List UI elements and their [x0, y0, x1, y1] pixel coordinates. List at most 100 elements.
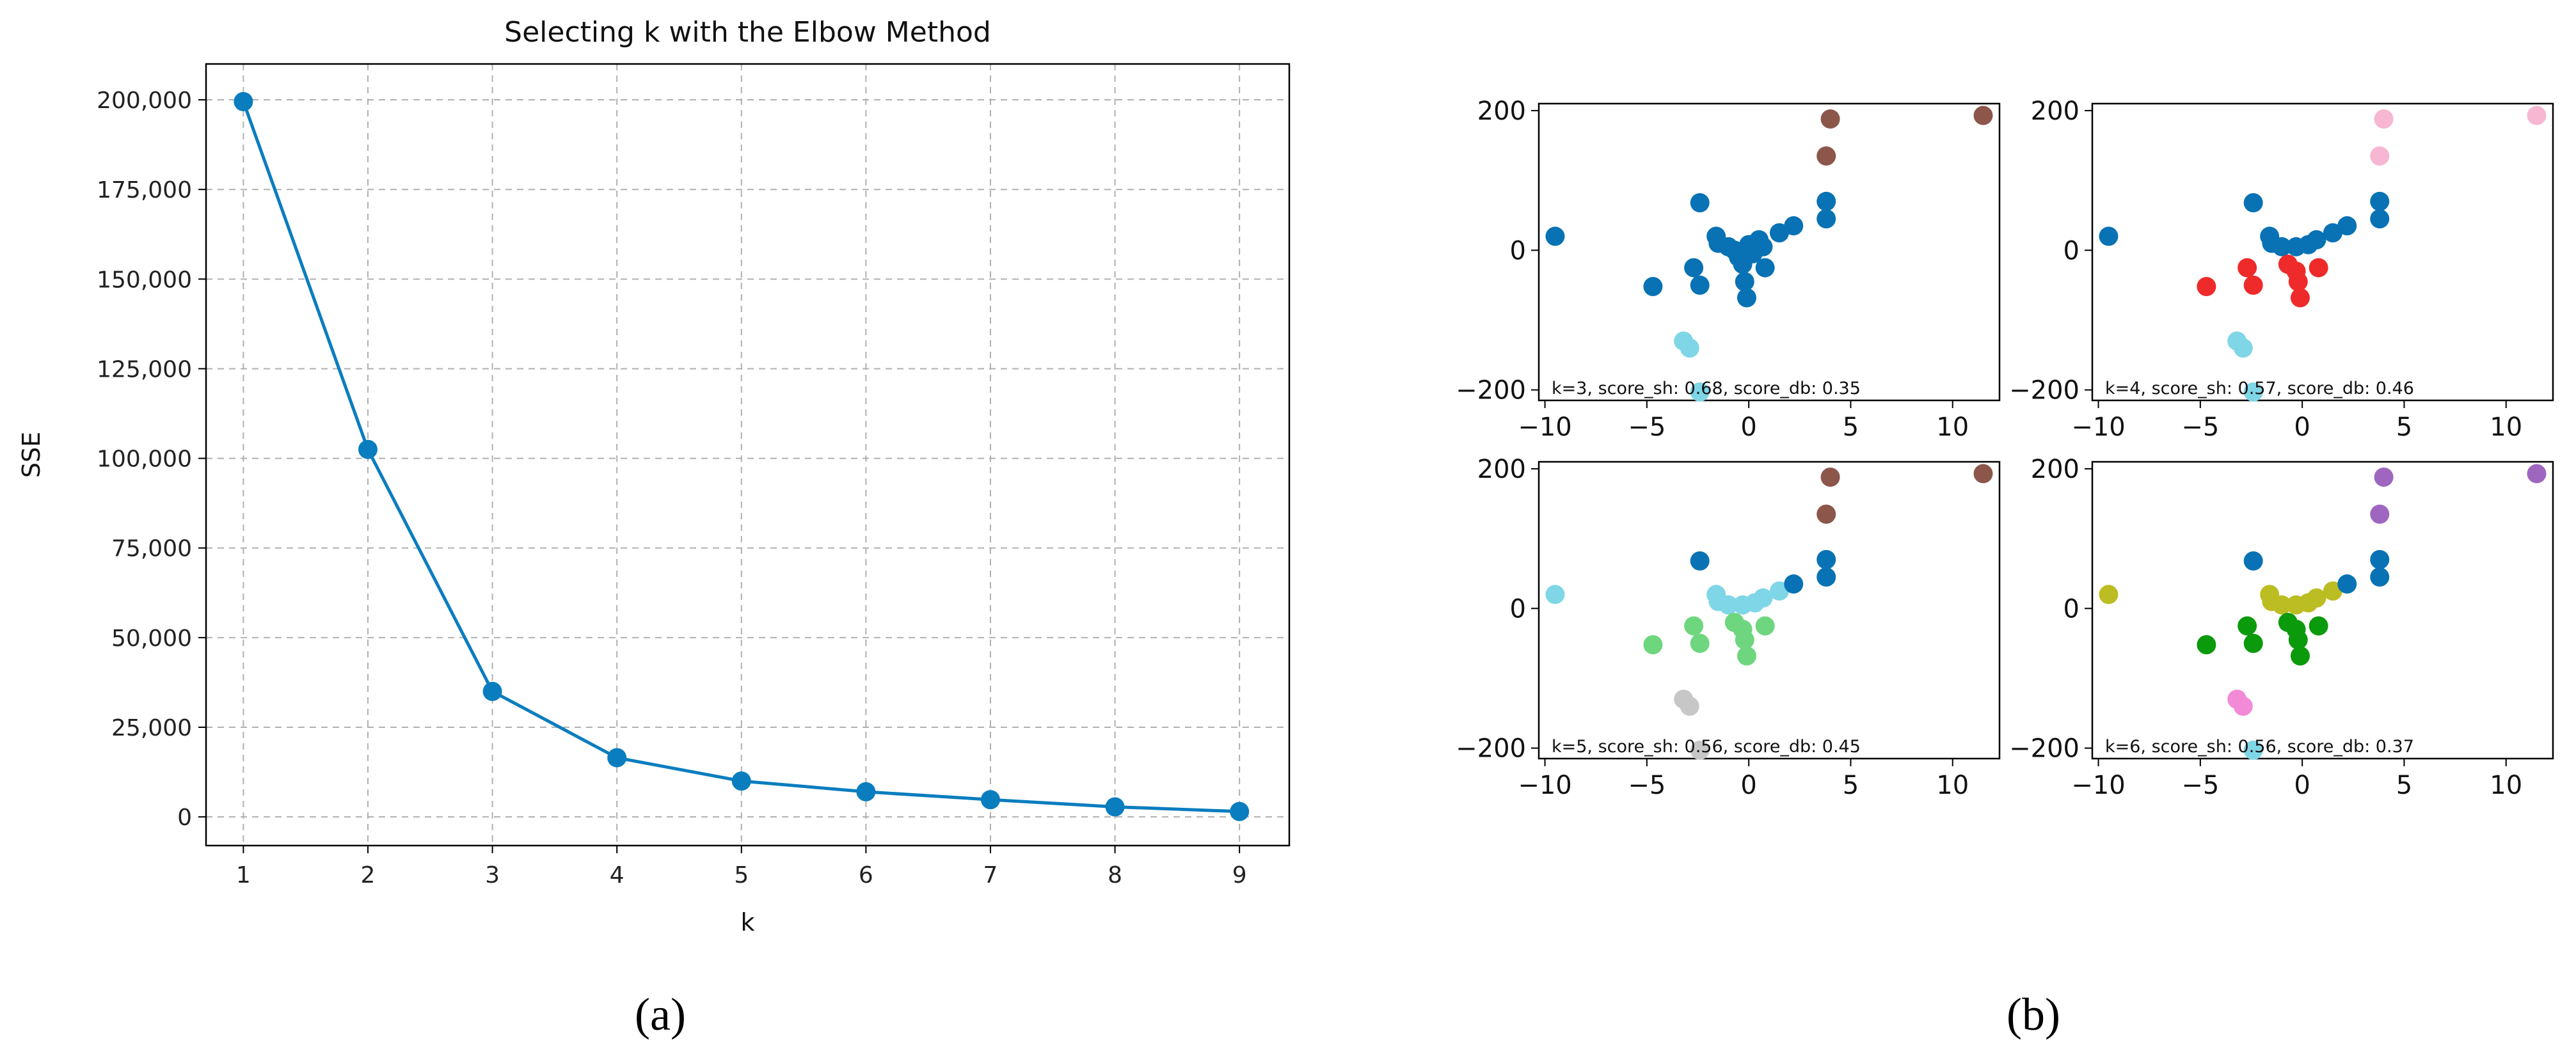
- x-tick-label: −10: [1518, 413, 1571, 442]
- cluster-point: [1690, 551, 1710, 571]
- y-tick-label: 0: [1510, 236, 1526, 265]
- y-tick-label: 0: [1510, 594, 1526, 624]
- x-tick-label: 9: [1232, 862, 1247, 888]
- cluster-point: [2243, 633, 2263, 653]
- y-tick-label: 200,000: [97, 88, 192, 114]
- cluster-point: [2337, 216, 2357, 236]
- cluster-point: [1690, 633, 1710, 653]
- cluster-point: [1753, 588, 1773, 608]
- cluster-point: [2307, 588, 2326, 608]
- caption-b: (b): [2007, 989, 2060, 1040]
- cluster-point: [2370, 209, 2390, 229]
- x-tick-label: 8: [1108, 862, 1122, 888]
- cluster-point: [1643, 277, 1663, 297]
- cluster-point: [1690, 275, 1710, 295]
- cluster-point: [1735, 272, 1754, 292]
- x-tick-label: −10: [2071, 771, 2125, 800]
- x-tick-label: 3: [485, 862, 500, 888]
- cluster-point: [2370, 191, 2390, 211]
- data-point: [856, 782, 876, 801]
- x-tick-label: 0: [2294, 771, 2310, 800]
- cluster-point: [2323, 223, 2342, 242]
- cluster-point: [2370, 504, 2390, 524]
- cluster-point: [2243, 193, 2263, 213]
- data-point: [234, 91, 253, 111]
- y-tick-label: 100,000: [97, 446, 192, 473]
- chart-title: Selecting k with the Elbow Method: [504, 16, 991, 49]
- y-tick-label: 200: [1477, 97, 1526, 126]
- x-tick-label: 5: [2396, 771, 2412, 800]
- plot-frame: [205, 63, 1291, 847]
- cluster-point: [1820, 468, 1840, 487]
- cluster-point: [2370, 549, 2390, 569]
- cluster-panel-k3: −10 −5 0 5 10 −200 0 200 k=3, score_sh: 0.68, sc…: [1456, 97, 2001, 442]
- cluster-point: [1753, 237, 1773, 256]
- cluster-point: [1784, 216, 1804, 236]
- x-tick-label: 10: [1936, 771, 1969, 800]
- cluster-point: [2527, 464, 2547, 484]
- cluster-point: [1755, 616, 1775, 636]
- cluster-point: [1817, 549, 1836, 569]
- cluster-point: [1684, 258, 1704, 278]
- cluster-point: [1973, 106, 1993, 125]
- caption-a: (a): [635, 989, 686, 1040]
- y-tick-label: 150,000: [97, 267, 192, 293]
- data-point: [980, 790, 1000, 810]
- x-tick-label: 0: [1740, 771, 1756, 800]
- cluster-point: [2374, 109, 2394, 129]
- cluster-point: [2290, 288, 2310, 308]
- cluster-point: [1737, 646, 1756, 666]
- x-tick-label: −5: [2181, 771, 2219, 800]
- cluster-point: [2099, 226, 2119, 246]
- cluster-panel-k5: −10 −5 0 5 10 −200 0 200 k=5, score_sh: 0.56, sc…: [1456, 455, 2001, 800]
- x-tick-label: 10: [2490, 771, 2522, 800]
- cluster-panel-k6: −10 −5 0 5 10 −200 0 200 k=6, score_sh: 0.56, sc…: [2009, 455, 2554, 800]
- cluster-point: [2288, 630, 2308, 650]
- x-tick-label: 5: [2396, 413, 2412, 442]
- x-tick-label: 4: [610, 862, 624, 888]
- data-point: [1230, 801, 1250, 821]
- cluster-panel-k4: −10 −5 0 5 10 −200 0 200 k=4, score_sh: 0.57, sc…: [2009, 97, 2554, 442]
- y-tick-label: 200: [2031, 97, 2079, 126]
- cluster-point: [2243, 275, 2263, 295]
- x-tick-label: 0: [1740, 413, 1756, 442]
- cluster-point: [1817, 146, 1836, 166]
- cluster-point: [1737, 288, 1756, 308]
- cluster-point: [2238, 258, 2257, 278]
- x-axis-label: k: [740, 908, 754, 936]
- y-tick-label: −200: [1456, 734, 1526, 764]
- x-tick-label: 5: [1843, 771, 1859, 800]
- x-tick-label: 5: [734, 862, 749, 888]
- x-tick-label: 6: [859, 862, 873, 888]
- cluster-point: [2288, 272, 2308, 292]
- data-point: [482, 681, 502, 701]
- cluster-point: [2197, 635, 2216, 655]
- cluster-point: [1680, 697, 1699, 716]
- cluster-point: [1690, 740, 1710, 760]
- elbow-chart: 1 2 3 4 5 6 7 8 9 0 25,000 50,000 75,000 100,000 125,0…: [17, 16, 1291, 936]
- x-tick-label: −5: [2181, 413, 2219, 442]
- panel-frame: [2091, 102, 2554, 402]
- cluster-point: [1690, 382, 1710, 402]
- cluster-point: [2527, 106, 2547, 125]
- cluster-point: [1769, 223, 1789, 242]
- x-tick-label: 7: [983, 862, 998, 888]
- cluster-point: [2197, 277, 2216, 297]
- cluster-point: [1643, 635, 1663, 655]
- data-point: [731, 771, 751, 791]
- cluster-point: [1719, 595, 1738, 615]
- cluster-point: [1735, 630, 1754, 650]
- y-tick-label: 200: [1477, 455, 1526, 484]
- x-tick-label: 10: [2490, 413, 2522, 442]
- y-tick-label: 200: [2031, 455, 2079, 484]
- cluster-point: [2370, 146, 2390, 166]
- cluster-point: [2370, 567, 2390, 587]
- cluster-point: [2243, 382, 2263, 402]
- cluster-point: [2323, 581, 2342, 601]
- x-tick-label: −10: [2071, 413, 2125, 442]
- cluster-point: [1817, 209, 1836, 229]
- cluster-point: [2272, 595, 2292, 615]
- cluster-point: [2374, 468, 2394, 487]
- cluster-point: [1820, 109, 1840, 129]
